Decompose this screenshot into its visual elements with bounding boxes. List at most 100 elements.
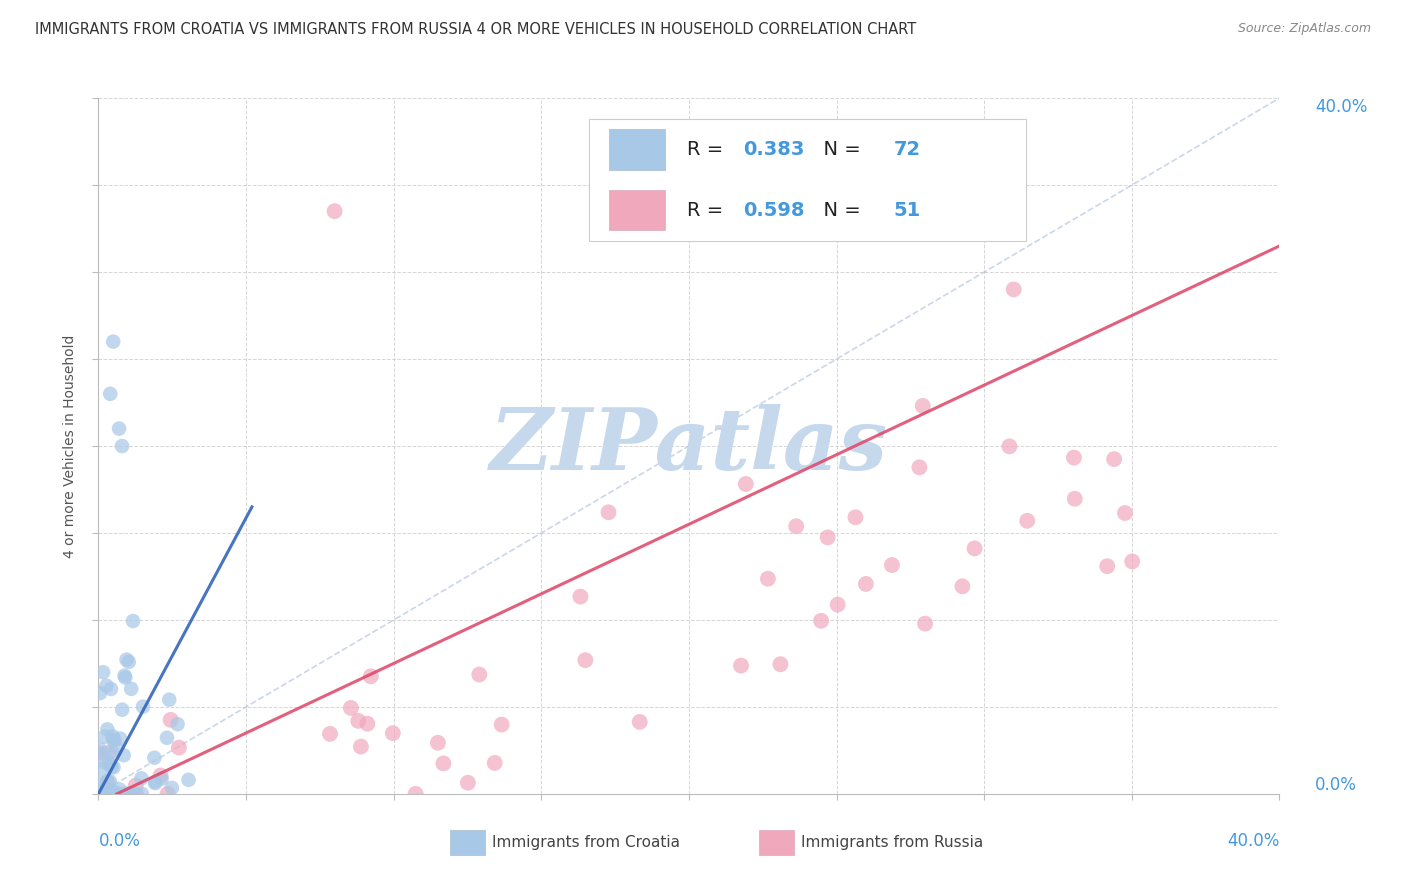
Point	[963, 541, 986, 556]
Text: Immigrants from Croatia: Immigrants from Croatia	[492, 835, 681, 849]
Point	[89, 742, 111, 756]
Point	[105, 787, 128, 801]
Point	[121, 787, 143, 801]
Point	[93, 761, 115, 775]
Point	[484, 756, 506, 770]
Point	[734, 477, 756, 491]
Text: R =: R =	[686, 140, 730, 159]
Point	[149, 768, 172, 782]
Point	[100, 760, 122, 774]
Point	[118, 655, 141, 669]
Text: ZIPatlas: ZIPatlas	[489, 404, 889, 488]
Point	[97, 775, 120, 789]
Point	[103, 760, 125, 774]
Point	[952, 579, 974, 593]
Point	[90, 787, 112, 801]
Point	[143, 750, 166, 764]
Point	[105, 787, 128, 801]
Point	[132, 699, 155, 714]
Point	[356, 716, 378, 731]
Point	[100, 787, 122, 801]
Point	[323, 204, 346, 219]
Point	[426, 736, 449, 750]
Point	[730, 658, 752, 673]
Point	[1114, 506, 1136, 520]
Point	[98, 782, 121, 797]
Point	[100, 787, 122, 801]
Point	[1102, 452, 1125, 467]
Point	[108, 731, 131, 746]
Point	[177, 772, 200, 787]
Point	[125, 787, 148, 801]
Point	[103, 733, 125, 747]
Point	[117, 787, 139, 801]
Point	[167, 740, 190, 755]
Point	[166, 717, 188, 731]
Point	[104, 787, 127, 801]
Text: N =: N =	[811, 201, 866, 219]
Text: Source: ZipAtlas.com: Source: ZipAtlas.com	[1237, 22, 1371, 36]
Point	[89, 787, 111, 801]
Text: R =: R =	[686, 201, 730, 219]
Point	[1017, 514, 1039, 528]
Point	[107, 787, 129, 801]
Point	[150, 772, 173, 786]
Point	[1002, 283, 1025, 297]
Point	[157, 692, 180, 706]
Point	[122, 787, 145, 801]
Point	[159, 713, 181, 727]
Point	[112, 748, 135, 763]
Point	[108, 422, 131, 436]
Point	[101, 729, 124, 743]
Point	[103, 334, 125, 349]
Point	[347, 714, 370, 728]
Bar	[609, 190, 665, 230]
Bar	[450, 830, 485, 855]
Point	[96, 723, 118, 737]
Point	[156, 731, 179, 745]
Point	[160, 780, 183, 795]
Point	[569, 590, 592, 604]
Point	[914, 616, 936, 631]
Point	[131, 772, 153, 786]
Bar	[609, 129, 665, 169]
Point	[91, 665, 114, 680]
Text: 51: 51	[893, 201, 921, 219]
Point	[131, 787, 153, 801]
Point	[104, 787, 127, 801]
Point	[87, 774, 110, 789]
Text: 0.383: 0.383	[744, 140, 804, 159]
Point	[89, 686, 111, 700]
FancyBboxPatch shape	[589, 119, 1025, 241]
Point	[756, 572, 779, 586]
Text: IMMIGRANTS FROM CROATIA VS IMMIGRANTS FROM RUSSIA 4 OR MORE VEHICLES IN HOUSEHOL: IMMIGRANTS FROM CROATIA VS IMMIGRANTS FR…	[35, 22, 917, 37]
Point	[108, 782, 131, 797]
Point	[908, 460, 931, 475]
Point	[598, 505, 620, 519]
Point	[844, 510, 866, 524]
Point	[111, 439, 134, 453]
Point	[101, 787, 124, 801]
Point	[468, 667, 491, 681]
Point	[911, 399, 934, 413]
Point	[827, 598, 849, 612]
Point	[96, 773, 118, 788]
Point	[89, 787, 111, 801]
Point	[93, 755, 115, 769]
Point	[93, 746, 115, 760]
Point	[810, 614, 832, 628]
Point	[122, 614, 145, 628]
Point	[104, 787, 127, 801]
Point	[1121, 554, 1143, 568]
Point	[94, 787, 117, 801]
Point	[432, 756, 454, 771]
Point	[103, 785, 125, 799]
Point	[405, 787, 427, 801]
Text: 0.0%: 0.0%	[1315, 776, 1357, 794]
Point	[101, 747, 124, 761]
Point	[98, 787, 121, 801]
Point	[104, 739, 127, 754]
Point	[103, 732, 125, 747]
Point	[90, 787, 112, 801]
Point	[769, 657, 792, 672]
